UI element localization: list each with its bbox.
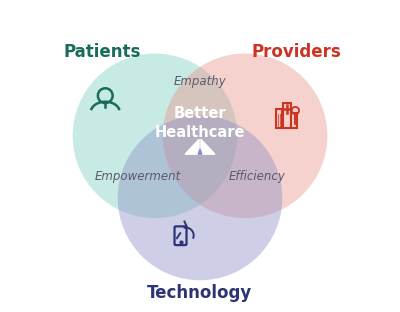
Bar <box>292 113 297 128</box>
Circle shape <box>163 53 327 218</box>
Text: Empowerment: Empowerment <box>95 170 181 183</box>
Text: Efficiency: Efficiency <box>229 170 286 183</box>
Polygon shape <box>198 149 202 154</box>
Text: Better
Healthcare: Better Healthcare <box>155 106 245 140</box>
Bar <box>283 103 291 128</box>
Text: Providers: Providers <box>252 43 341 61</box>
Text: Empathy: Empathy <box>174 75 226 88</box>
Circle shape <box>118 116 282 280</box>
Circle shape <box>73 53 237 218</box>
Polygon shape <box>185 139 199 154</box>
Text: Technology: Technology <box>147 284 253 302</box>
Polygon shape <box>201 139 215 154</box>
Bar <box>276 109 282 128</box>
Text: Patients: Patients <box>64 43 141 61</box>
Text: $: $ <box>293 115 298 124</box>
